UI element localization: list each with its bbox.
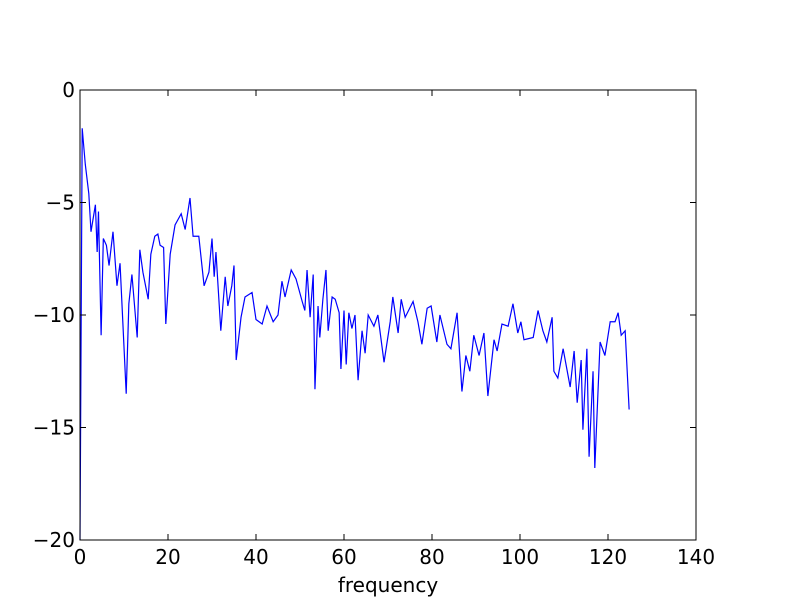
x-tick-label: 140 <box>677 545 715 569</box>
x-tick-label: 80 <box>419 545 444 569</box>
y-tick-label: −15 <box>33 416 75 440</box>
x-tick-label: 120 <box>589 545 627 569</box>
x-tick-label: 60 <box>331 545 356 569</box>
x-tick-label: 20 <box>155 545 180 569</box>
data-line <box>79 128 630 541</box>
x-tick-label: 40 <box>243 545 268 569</box>
y-tick-label: −20 <box>33 528 75 552</box>
y-tick-label: 0 <box>62 78 75 102</box>
y-tick-label: −10 <box>33 303 75 327</box>
x-tick-label: 100 <box>501 545 539 569</box>
plot-frame <box>79 89 697 541</box>
x-axis-label: frequency <box>338 573 438 597</box>
y-tick-label: −5 <box>46 191 75 215</box>
x-tick-label: 0 <box>74 545 87 569</box>
